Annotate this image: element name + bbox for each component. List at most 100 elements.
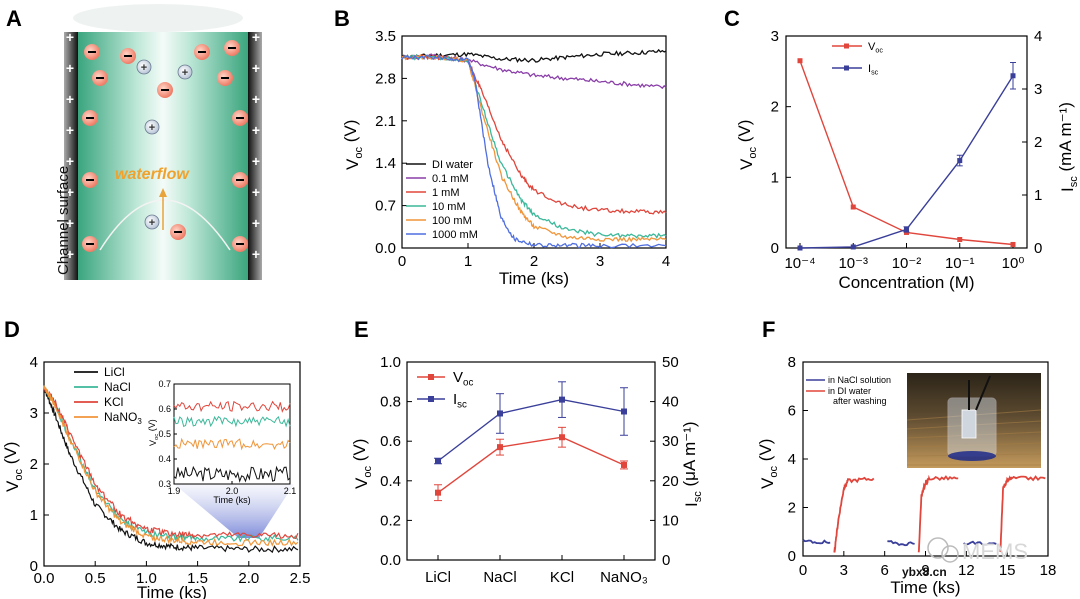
y2-axis-label: Isc (mA m⁻¹)	[1056, 102, 1080, 192]
plus-charge-right: +	[252, 246, 260, 262]
plus-charge-right: +	[252, 29, 260, 45]
cation	[177, 64, 193, 80]
x-tick-label: LiCl	[425, 569, 451, 586]
y-tick-label: 0.7	[375, 198, 396, 215]
data-point	[957, 158, 963, 164]
cation	[144, 119, 160, 135]
plus-sign: +	[149, 122, 155, 134]
x-tick-label: 9	[921, 562, 929, 579]
y-tick-label: 0.4	[380, 473, 401, 490]
series-line-LiCl	[43, 387, 299, 554]
y2-tick-label: 30	[662, 433, 679, 450]
data-point	[559, 396, 565, 403]
data-point	[435, 458, 441, 464]
legend-marker	[844, 43, 849, 49]
y2-tick-label: 0	[662, 552, 670, 569]
legend-marker	[844, 65, 849, 71]
cation	[144, 214, 160, 230]
beaker-photo	[906, 373, 1042, 468]
plus-charge-left: +	[66, 29, 74, 45]
panel-e-label: E	[354, 317, 369, 342]
panel-a-schematic: A + + + + + + + + + + + + + + + + + + + + waterflow Channe…	[6, 4, 262, 280]
series-line	[802, 538, 831, 545]
y-tick-label: 0.0	[375, 240, 396, 257]
inset-y-tick-label: 0.6	[158, 404, 171, 414]
inset-line-LiCl	[173, 465, 291, 483]
minus-sign	[88, 51, 96, 53]
inset-line-NaCl	[173, 415, 291, 428]
legend-label: in NaCl solution	[828, 375, 891, 385]
series-line	[833, 476, 875, 553]
minus-sign	[86, 117, 94, 119]
series-line-1000-mM	[401, 54, 667, 249]
data-point	[904, 226, 909, 232]
inset-y-tick-label: 0.3	[158, 479, 171, 489]
plus-charge-left: +	[66, 122, 74, 138]
y-axis-label: Voc (V)	[1, 442, 25, 492]
legend-label: after washing	[833, 396, 887, 406]
x-tick-label: 10⁻²	[892, 255, 922, 272]
legend-marker	[428, 374, 434, 380]
channel-wall-right	[248, 32, 262, 280]
y2-tick-label: 40	[662, 394, 679, 411]
x-axis-label: Time (ks)	[137, 583, 207, 599]
y-tick-label: 1	[30, 507, 38, 524]
series-line-NaNO3	[43, 385, 299, 547]
y-tick-label: 2	[771, 99, 779, 116]
data-point	[497, 410, 503, 417]
series-line	[887, 540, 915, 547]
cation	[136, 59, 152, 75]
legend-label: 1 mM	[432, 187, 460, 199]
ions: + + + +	[82, 40, 248, 252]
plus-sign: +	[149, 217, 155, 229]
inset-frame	[173, 383, 291, 485]
x-tick-label: 1.5	[187, 570, 208, 587]
waterflow-label: waterflow	[115, 166, 190, 183]
y-axis-label: Voc (V)	[735, 120, 759, 170]
y-tick-label: 0.0	[380, 552, 401, 569]
x-tick-label: KCl	[550, 569, 574, 586]
minus-sign	[124, 55, 132, 57]
data-point	[621, 461, 627, 468]
minus-sign	[86, 179, 94, 181]
plus-charge-left: +	[66, 153, 74, 169]
panel-a-label: A	[6, 6, 22, 31]
channel-surface-label: Channel surface	[55, 166, 72, 275]
panel-e-chart: E 0.0 0.2 0.4 0.6 0.8 1.0 0 10 20 30 40 50 LiCl NaCl K…	[350, 317, 704, 586]
y-tick-label: 4	[30, 354, 38, 371]
y-tick-label: 3	[771, 28, 779, 45]
y-tick-label: 3	[30, 405, 38, 422]
data-point	[497, 444, 503, 451]
flow-arrow-head	[159, 188, 167, 197]
plus-charge-left: +	[66, 215, 74, 231]
legend-label: in DI water	[828, 386, 871, 396]
y2-axis-label: Isc (μA m⁻¹)	[680, 421, 704, 507]
plus-charge-right: +	[252, 184, 260, 200]
x-tick-label: NaCl	[483, 569, 516, 586]
legend-label: 1000 mM	[432, 229, 478, 241]
inset-x-label: Time (ks)	[213, 495, 250, 505]
y-tick-label: 4	[788, 451, 796, 468]
x-tick-label: 1	[464, 253, 472, 270]
panel-e-frame	[406, 361, 656, 561]
channel-body	[78, 32, 248, 280]
y-axis-label: Voc (V)	[350, 439, 374, 489]
plus-charge-right: +	[252, 91, 260, 107]
legend-label: NaCl	[104, 380, 131, 394]
y-tick-label: 3.5	[375, 28, 396, 45]
inset-x-tick-label: 2.1	[284, 486, 297, 496]
data-point	[1010, 241, 1016, 247]
panel-c-frame	[785, 35, 1028, 249]
x-tick-label: 2	[530, 253, 538, 270]
minus-sign	[161, 89, 169, 91]
legend-label: KCl	[104, 395, 123, 409]
plus-charge-right: +	[252, 153, 260, 169]
surface-charges: + + + + + + + + + + + + + + + +	[66, 29, 260, 262]
data-point	[559, 434, 565, 441]
y-axis-label: Voc (V)	[756, 439, 780, 489]
wechat-icon	[927, 537, 949, 559]
y2-tick-label: 10	[662, 512, 679, 529]
panel-f-label: F	[762, 317, 775, 342]
legend-label: Voc	[453, 369, 473, 388]
